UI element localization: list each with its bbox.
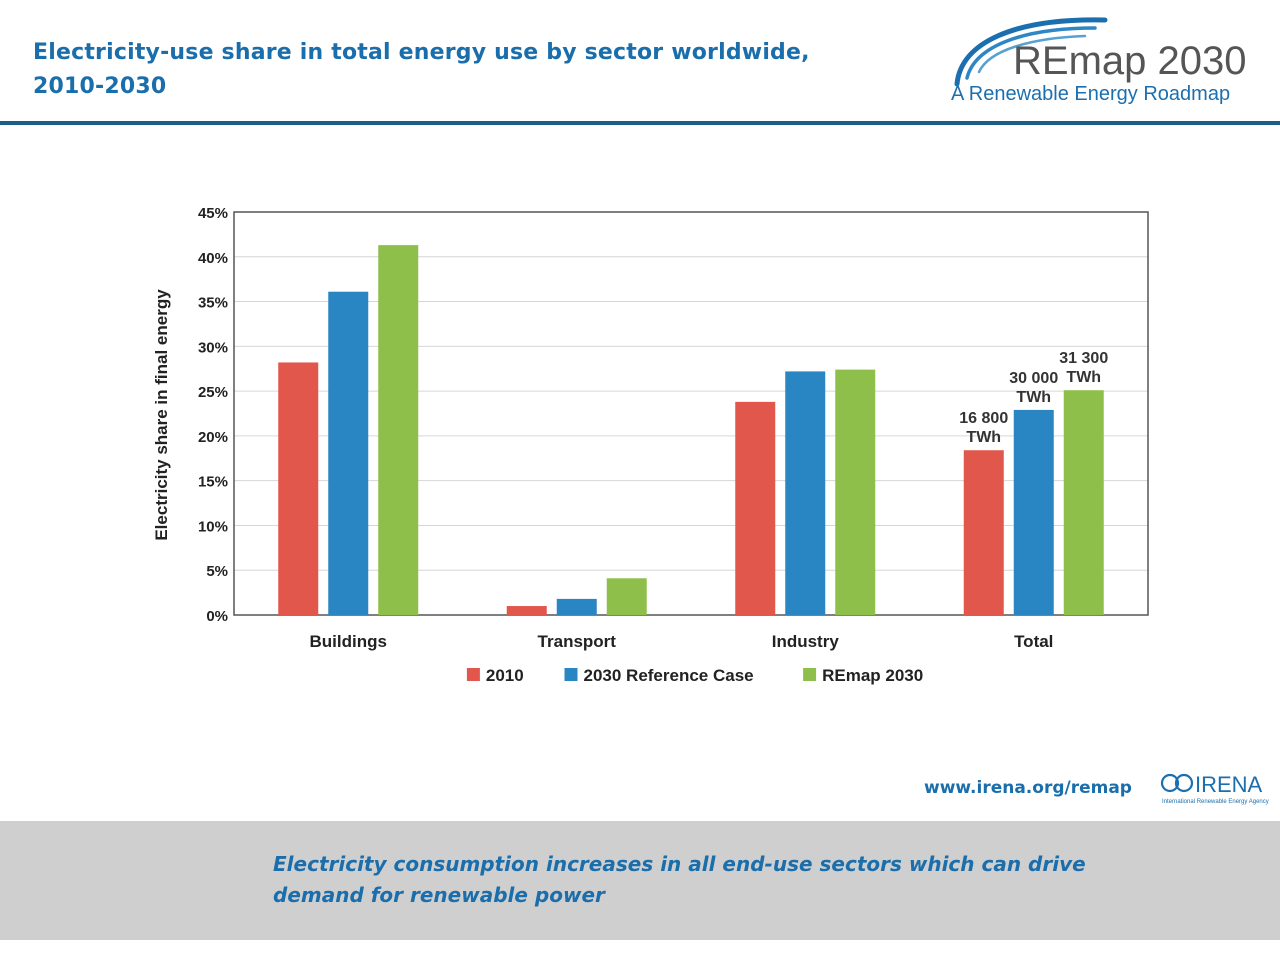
bar [606,578,647,615]
bar [328,291,369,615]
y-tick-label: 45% [198,205,228,222]
footer-caption: Electricity consumption increases in all… [273,852,1086,907]
legend-label: 2010 [486,666,524,685]
y-tick-label: 10% [198,518,228,535]
footer-band [0,821,1280,940]
y-tick-label: 20% [198,429,228,446]
y-axis-label: Electricity share in final energy [152,289,171,541]
header-rule [0,121,1280,125]
bar [556,598,597,615]
bar [835,369,876,615]
x-tick-label: Industry [772,632,840,651]
bar-annotation: 30 000 [1009,370,1058,387]
bar [963,450,1004,615]
legend-label: REmap 2030 [822,666,923,685]
slide-title: Electricity-use share in total energy us… [33,40,810,99]
bar [735,401,776,615]
irena-logo-subtitle: International Renewable Energy Agency [1162,799,1269,805]
bar-chart: 0% 5% 10% 15% 20% 25% 30% 35% 40% 45% Buildings Tra… [152,205,1149,685]
irena-globe-icon [1160,773,1194,793]
bar-annotation: TWh [966,429,1001,446]
bar [378,245,419,615]
remap-logo-title: REmap 2030 [1013,39,1246,83]
bar-annotation: TWh [1066,369,1101,386]
legend-label: 2030 Reference Case [584,666,754,685]
irena-remap-link[interactable]: www.irena.org/remap [924,778,1132,798]
y-tick-label: 25% [198,384,228,401]
y-tick-label: 15% [198,474,228,491]
x-tick-label: Buildings [310,632,387,651]
remap-logo: REmap 2030 A Renewable Energy Roadmap [951,17,1246,105]
y-tick-label: 40% [198,250,228,267]
bar [506,606,547,615]
bar [785,371,826,615]
y-tick-label: 35% [198,295,228,312]
bar-annotation: 16 800 [959,410,1008,427]
y-tick-label: 0% [206,608,228,625]
legend-swatch [803,668,817,681]
x-tick-label: Total [1014,632,1053,651]
legend-swatch [564,668,578,681]
remap-swoosh-icon [954,17,1108,87]
y-tick-label: 30% [198,339,228,356]
y-tick-label: 5% [206,563,228,580]
bar [1063,390,1104,615]
bar-annotation: 31 300 [1059,350,1108,367]
remap-logo-subtitle: A Renewable Energy Roadmap [951,83,1230,105]
irena-logo-name: IRENA [1195,772,1263,797]
bar-annotation: TWh [1016,389,1051,406]
irena-logo: IRENA International Renewable Energy Age… [1160,772,1269,805]
legend-swatch [466,668,480,681]
bar [1013,409,1054,615]
x-tick-label: Transport [538,632,617,651]
bar [278,362,319,615]
plot-frame [233,211,1149,616]
